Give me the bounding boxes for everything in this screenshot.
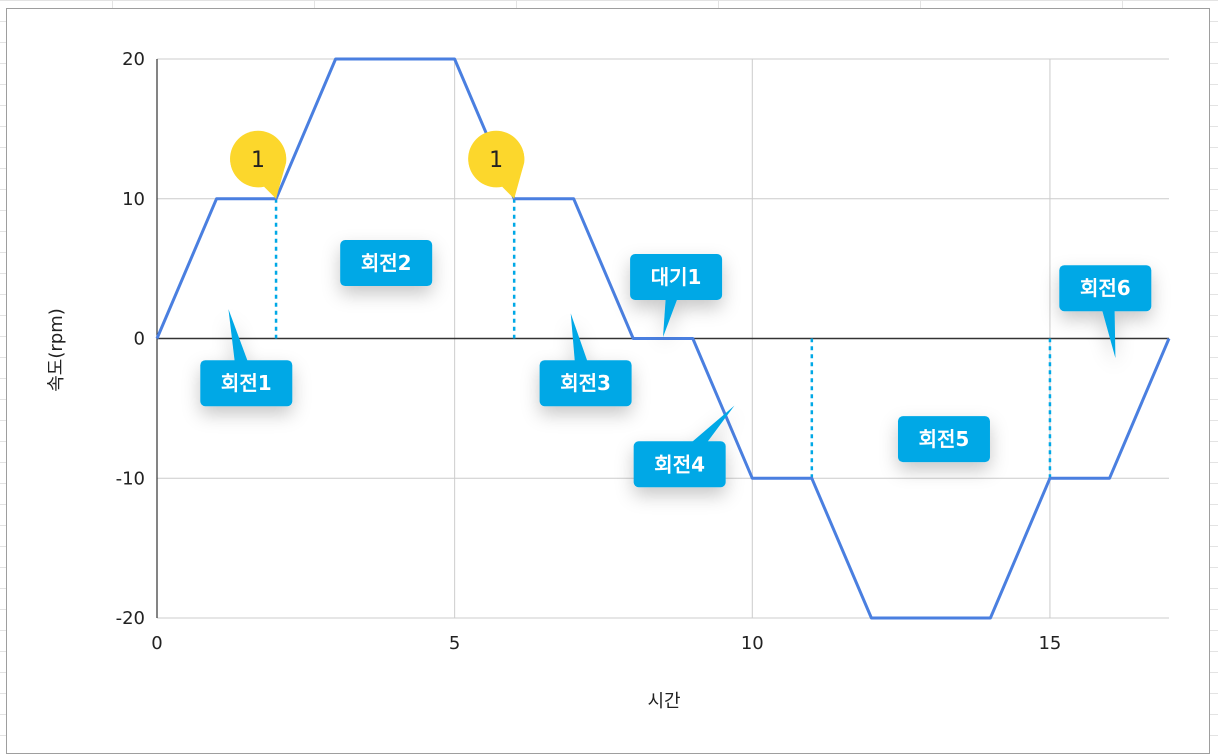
callout-label: 회전2 [361,251,412,275]
callout-box [630,254,723,301]
callout-label: 대기1 [651,265,702,289]
callout[interactable]: 회전4 [633,405,735,488]
callout[interactable]: 회전3 [539,313,632,407]
y-tick-label: 10 [122,189,145,210]
speed-series-line[interactable] [155,57,1171,620]
callout[interactable]: 회전5 [897,416,990,463]
callout[interactable]: 회전6 [1059,265,1152,359]
series-lines [155,57,1171,620]
callout[interactable]: 대기1 [630,254,723,338]
x-axis-title: 시간 [647,691,680,712]
x-tick-label: 5 [449,633,460,654]
callout[interactable]: 회전1 [200,309,293,407]
y-tick-label: 0 [134,329,145,350]
x-tick-label: 10 [741,633,764,654]
y-axis-title: 속도(rpm) [46,308,67,392]
axes: 0 5 10 15 20 10 0 -10 -20 [116,49,1062,654]
pin-label: 1 [251,148,265,173]
y-tick-label: -10 [116,468,145,489]
callout-label: 회전6 [1080,276,1131,300]
y-tick-label: 20 [122,49,145,70]
x-tick-label: 15 [1038,633,1061,654]
callout[interactable]: 회전2 [340,240,433,287]
callout-box [340,240,433,287]
pin-label: 1 [489,148,503,173]
callout-box [633,441,726,488]
pin-marker[interactable]: 1 [230,130,287,199]
callout-box [539,360,632,407]
x-tick-label: 0 [151,633,162,654]
pin-marker[interactable]: 1 [468,130,525,199]
callouts: 회전1 회전2 회전3 대기1 회전4 회전5 회전6 [200,240,1152,488]
callout-box [200,360,293,407]
callout-label: 회전1 [221,371,272,395]
callout-label: 회전3 [560,371,611,395]
callout-box [897,416,990,463]
y-tick-label: -20 [116,608,145,629]
callout-box [1059,265,1152,312]
callout-label: 회전5 [919,427,970,451]
callout-label: 회전4 [654,452,705,476]
pin-head [230,130,287,187]
pin-head [468,130,525,187]
